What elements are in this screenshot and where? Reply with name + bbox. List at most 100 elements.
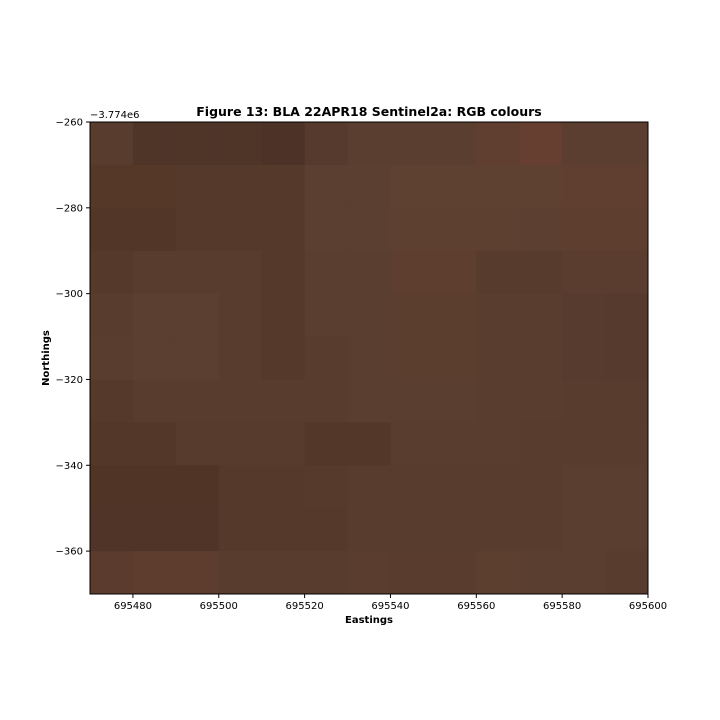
image-cell	[390, 379, 434, 423]
image-cell	[304, 422, 349, 466]
image-cell	[562, 164, 606, 209]
image-cell	[90, 164, 134, 209]
image-cell	[562, 293, 606, 338]
image-cell	[476, 465, 520, 509]
image-cell	[519, 250, 563, 295]
image-cell	[562, 465, 606, 509]
chart-title: Figure 13: BLA 22APR18 Sentinel2a: RGB c…	[196, 104, 541, 119]
image-cell	[90, 422, 134, 466]
image-cell	[261, 465, 306, 509]
image-cell	[304, 551, 349, 595]
image-cell	[304, 336, 349, 380]
image-cell	[433, 164, 477, 209]
image-cell	[519, 465, 563, 509]
image-cell	[261, 551, 306, 595]
image-cell	[175, 336, 220, 380]
image-cell	[304, 122, 349, 166]
x-tick-label: 695500	[200, 601, 238, 612]
image-cell	[218, 336, 263, 380]
image-cell	[347, 336, 391, 380]
image-cell	[218, 465, 263, 509]
image-cell	[562, 508, 606, 552]
x-axis: 695480 695500 695520 695540 695560 695580 6956…	[114, 594, 667, 612]
image-cell	[218, 293, 263, 338]
image-cell	[175, 207, 220, 252]
y-tick-label: −300	[56, 289, 83, 300]
image-cell	[519, 122, 563, 166]
y-tick-label: −360	[56, 547, 83, 558]
image-cell	[519, 164, 563, 209]
image-cell	[347, 379, 391, 423]
image-cell	[433, 508, 477, 552]
image-cell	[347, 551, 391, 595]
image-cell	[476, 207, 520, 252]
image-cell	[519, 207, 563, 252]
image-cell	[605, 293, 649, 338]
image-cell	[390, 508, 434, 552]
image-cell	[218, 250, 263, 295]
plot-frame	[89, 121, 649, 595]
image-cell	[562, 336, 606, 380]
y-axis-label: Northings	[41, 330, 52, 386]
image-cell	[132, 293, 177, 338]
image-cell	[175, 250, 220, 295]
image-cell	[261, 422, 306, 466]
image-cell	[90, 336, 134, 380]
image-cell	[347, 422, 391, 466]
image-cell	[476, 379, 520, 423]
image-cell	[347, 207, 391, 252]
image-cell	[605, 336, 649, 380]
image-cell	[347, 508, 391, 552]
image-cell	[132, 336, 177, 380]
image-cell	[175, 379, 220, 423]
image-cell	[132, 250, 177, 295]
image-cell	[347, 250, 391, 295]
image-cell	[476, 336, 520, 380]
image-cell	[175, 422, 220, 466]
image-cell	[347, 465, 391, 509]
image-cell	[304, 293, 349, 338]
image-cell	[605, 379, 649, 423]
image-cell	[605, 207, 649, 252]
image-cell	[132, 465, 177, 509]
image-cell	[218, 422, 263, 466]
image-cell	[433, 250, 477, 295]
image-cell	[90, 551, 134, 595]
image-cell	[132, 207, 177, 252]
image-cell	[218, 164, 263, 209]
image-cell	[304, 508, 349, 552]
y-tick-label: −320	[56, 375, 83, 386]
image-cell	[605, 422, 649, 466]
image-cell	[605, 465, 649, 509]
image-cell	[519, 379, 563, 423]
image-cell	[605, 122, 649, 166]
image-cell	[519, 336, 563, 380]
image-cell	[90, 207, 134, 252]
image-cell	[476, 250, 520, 295]
image-cell	[90, 122, 134, 166]
image-cell	[218, 207, 263, 252]
image-cell	[175, 465, 220, 509]
image-cell	[261, 164, 306, 209]
image-cell	[433, 293, 477, 338]
image-cell	[132, 422, 177, 466]
image-cell	[218, 508, 263, 552]
image-cell	[476, 551, 520, 595]
image-cell	[90, 379, 134, 423]
image-cell	[90, 508, 134, 552]
image-cell	[519, 293, 563, 338]
image-cell	[433, 422, 477, 466]
image-cell	[218, 379, 263, 423]
image-cell	[261, 379, 306, 423]
image-cell	[390, 465, 434, 509]
image-cell	[261, 250, 306, 295]
image-cell	[390, 422, 434, 466]
image-cell	[261, 336, 306, 380]
image-cell	[390, 164, 434, 209]
image-cell	[390, 250, 434, 295]
y-tick-label: −280	[56, 203, 83, 214]
image-cell	[519, 551, 563, 595]
image-cell	[132, 508, 177, 552]
image-cell	[390, 207, 434, 252]
